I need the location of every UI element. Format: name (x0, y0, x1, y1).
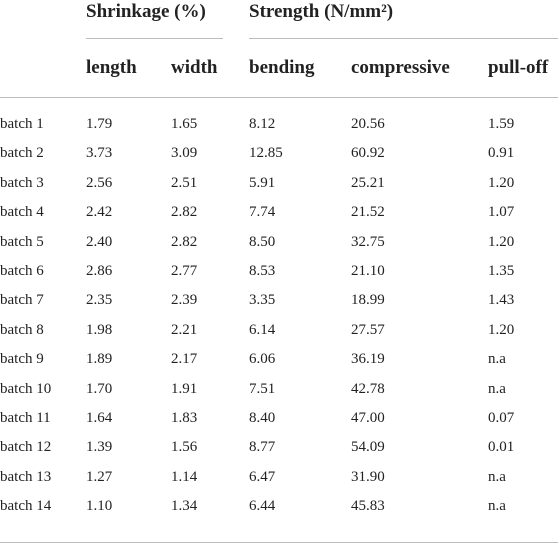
row-label: batch 13 (0, 468, 52, 485)
bottom-rule (0, 542, 558, 543)
cell: 1.34 (171, 498, 198, 515)
cell: 1.70 (86, 380, 113, 397)
group-header: Strength (N/mm²) (249, 1, 394, 22)
cell: 6.14 (249, 321, 276, 338)
cell: 2.51 (171, 174, 198, 191)
cell: 1.83 (171, 410, 198, 426)
cell: 7.74 (249, 204, 276, 221)
cell: 1.39 (86, 439, 113, 456)
cell: 2.21 (171, 321, 198, 338)
cell: 2.17 (171, 351, 198, 368)
group-rule (86, 38, 223, 39)
cell: 1.56 (171, 439, 198, 456)
cell: 1.10 (86, 498, 113, 515)
cell: 8.40 (249, 410, 276, 426)
cell: 1.27 (86, 468, 113, 485)
row-label: batch 12 (0, 439, 52, 456)
row-label: batch 6 (0, 263, 44, 279)
row-label: batch 2 (0, 145, 44, 162)
cell: 27.57 (351, 321, 385, 338)
cell: 1.14 (171, 468, 198, 485)
column-header: width (171, 57, 218, 78)
cell: 3.35 (249, 292, 276, 309)
column-header: pull-off (488, 57, 549, 78)
header-rule (0, 97, 558, 98)
cell: 1.43 (488, 292, 515, 309)
cell: 1.91 (171, 380, 198, 397)
cell: 1.64 (86, 410, 113, 426)
row-label: batch 1 (0, 116, 44, 132)
cell: 2.39 (171, 292, 198, 309)
cell: 1.79 (86, 116, 113, 132)
cell: 2.35 (86, 292, 113, 309)
group-header: Shrinkage (%) (86, 1, 206, 22)
cell: 31.90 (351, 468, 385, 485)
cell: 6.06 (249, 351, 276, 368)
cell: 0.91 (488, 145, 515, 162)
cell: 8.12 (249, 116, 276, 132)
cell: 1.07 (488, 204, 515, 221)
row-label: batch 8 (0, 321, 44, 338)
cell: 1.20 (488, 321, 515, 338)
cell: 21.52 (351, 204, 385, 221)
row-label: batch 11 (0, 410, 51, 426)
cell: 6.47 (249, 468, 276, 485)
cell: 54.09 (351, 439, 385, 456)
cell: 3.73 (86, 145, 113, 162)
cell: 8.50 (249, 233, 276, 250)
cell: 47.00 (351, 410, 385, 426)
cell: 5.91 (249, 174, 276, 191)
column-header: length (86, 57, 137, 78)
cell: 2.82 (171, 204, 198, 221)
cell: 2.42 (86, 204, 113, 221)
cell: 2.86 (86, 263, 113, 279)
cell: 25.21 (351, 174, 385, 191)
cell: 60.92 (351, 145, 385, 162)
cell: 2.77 (171, 263, 198, 279)
cell: n.a (488, 351, 506, 368)
cell: 2.82 (171, 233, 198, 250)
cell: 1.65 (171, 116, 198, 132)
cell: 2.56 (86, 174, 113, 191)
cell: 3.09 (171, 145, 198, 162)
cell: 2.40 (86, 233, 113, 250)
cell: 20.56 (351, 116, 385, 132)
cell: 1.20 (488, 174, 515, 191)
cell: 21.10 (351, 263, 385, 279)
cell: n.a (488, 468, 506, 485)
row-label: batch 7 (0, 292, 44, 309)
row-label: batch 9 (0, 351, 44, 368)
cell: 1.35 (488, 263, 515, 279)
row-label: batch 10 (0, 380, 52, 397)
cell: 7.51 (249, 380, 276, 397)
cell: 0.07 (488, 410, 515, 426)
cell: n.a (488, 498, 506, 515)
cell: 0.01 (488, 439, 515, 456)
cell: 6.44 (249, 498, 276, 515)
row-label: batch 4 (0, 204, 44, 221)
cell: 8.77 (249, 439, 276, 456)
cell: 42.78 (351, 380, 385, 397)
cell: 45.83 (351, 498, 385, 515)
row-label: batch 3 (0, 174, 44, 191)
cell: 12.85 (249, 145, 283, 162)
column-header: bending (249, 57, 315, 78)
cell: 8.53 (249, 263, 276, 279)
cell: 1.98 (86, 321, 113, 338)
row-label: batch 5 (0, 233, 44, 250)
cell: 1.20 (488, 233, 515, 250)
cell: 32.75 (351, 233, 385, 250)
column-header: compressive (351, 57, 450, 78)
cell: 18.99 (351, 292, 385, 309)
cell: 36.19 (351, 351, 385, 368)
row-label: batch 14 (0, 498, 52, 515)
cell: 1.59 (488, 116, 515, 132)
cell: n.a (488, 380, 506, 397)
cell: 1.89 (86, 351, 113, 368)
group-rule (249, 38, 558, 39)
